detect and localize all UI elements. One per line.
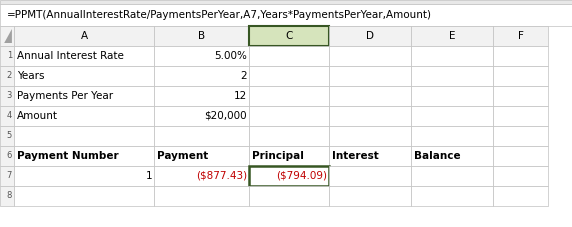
Text: ($794.09): ($794.09) — [276, 171, 327, 181]
Bar — [0, 186, 14, 206]
Bar — [493, 86, 548, 106]
Bar — [154, 146, 249, 166]
Text: Principal: Principal — [252, 151, 304, 161]
Bar — [329, 46, 411, 66]
Bar — [154, 186, 249, 206]
Text: 7: 7 — [7, 172, 12, 180]
Polygon shape — [4, 29, 12, 43]
Text: 1: 1 — [7, 52, 12, 61]
Bar — [411, 146, 493, 166]
Text: 6: 6 — [7, 151, 12, 160]
Bar — [0, 126, 14, 146]
Bar — [249, 186, 329, 206]
Bar — [493, 26, 548, 46]
Bar — [411, 66, 493, 86]
Bar — [0, 26, 14, 46]
Bar — [154, 106, 249, 126]
Text: C: C — [285, 31, 293, 41]
Bar — [0, 0, 572, 4]
Text: 5: 5 — [7, 131, 12, 141]
Bar — [329, 86, 411, 106]
Text: 2: 2 — [7, 72, 12, 81]
Text: B: B — [198, 31, 205, 41]
Bar — [14, 146, 154, 166]
Bar — [14, 26, 154, 46]
Bar — [329, 66, 411, 86]
Text: 12: 12 — [234, 91, 247, 101]
Bar — [0, 86, 14, 106]
Text: Amount: Amount — [17, 111, 58, 121]
Bar — [154, 126, 249, 146]
Bar — [0, 46, 14, 66]
Bar — [411, 46, 493, 66]
Bar — [329, 166, 411, 186]
Bar — [411, 26, 493, 46]
Text: Annual Interest Rate: Annual Interest Rate — [17, 51, 124, 61]
Bar — [0, 166, 14, 186]
Bar — [249, 126, 329, 146]
Bar — [249, 106, 329, 126]
Text: Payment: Payment — [157, 151, 208, 161]
Bar — [14, 66, 154, 86]
Text: Interest: Interest — [332, 151, 379, 161]
Bar — [154, 86, 249, 106]
Bar — [493, 146, 548, 166]
Bar — [14, 46, 154, 66]
Text: =PPMT(AnnualInterestRate/PaymentsPerYear,A7,Years*PaymentsPerYear,Amount): =PPMT(AnnualInterestRate/PaymentsPerYear… — [7, 10, 432, 20]
Bar — [14, 106, 154, 126]
Bar — [249, 146, 329, 166]
Bar — [154, 66, 249, 86]
Bar — [154, 46, 249, 66]
Bar — [329, 186, 411, 206]
Bar — [14, 186, 154, 206]
Text: Balance: Balance — [414, 151, 460, 161]
Text: A: A — [81, 31, 88, 41]
Text: 5.00%: 5.00% — [214, 51, 247, 61]
Bar — [154, 166, 249, 186]
Bar — [493, 166, 548, 186]
Text: 2: 2 — [240, 71, 247, 81]
Text: 8: 8 — [7, 192, 12, 200]
Text: F: F — [518, 31, 523, 41]
Text: Payments Per Year: Payments Per Year — [17, 91, 113, 101]
Bar — [249, 86, 329, 106]
Bar — [0, 4, 572, 26]
Bar — [493, 106, 548, 126]
Bar — [0, 106, 14, 126]
Bar — [411, 126, 493, 146]
Bar — [249, 26, 329, 46]
Bar — [249, 166, 329, 186]
Bar — [14, 86, 154, 106]
Text: ($877.43): ($877.43) — [196, 171, 247, 181]
Text: Years: Years — [17, 71, 45, 81]
Text: E: E — [449, 31, 455, 41]
Bar — [411, 166, 493, 186]
Bar — [329, 26, 411, 46]
Bar — [493, 186, 548, 206]
Bar — [0, 66, 14, 86]
Bar — [14, 126, 154, 146]
Bar — [249, 46, 329, 66]
Bar — [14, 166, 154, 186]
Bar — [493, 66, 548, 86]
Bar — [249, 66, 329, 86]
Bar — [0, 146, 14, 166]
Text: Payment Number: Payment Number — [17, 151, 118, 161]
Text: 1: 1 — [145, 171, 152, 181]
Text: $20,000: $20,000 — [204, 111, 247, 121]
Bar — [411, 86, 493, 106]
Text: 4: 4 — [7, 111, 12, 121]
Bar — [411, 106, 493, 126]
Bar — [329, 146, 411, 166]
Bar — [329, 106, 411, 126]
Text: D: D — [366, 31, 374, 41]
Bar — [154, 26, 249, 46]
Text: 3: 3 — [7, 91, 12, 101]
Bar — [411, 186, 493, 206]
Bar — [329, 126, 411, 146]
Bar — [493, 126, 548, 146]
Bar — [493, 46, 548, 66]
